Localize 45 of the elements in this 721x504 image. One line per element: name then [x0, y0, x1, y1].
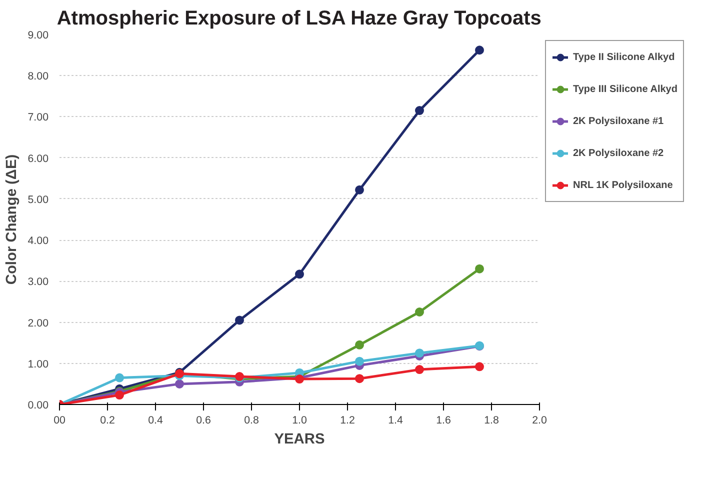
- point: [115, 390, 124, 400]
- x-tick-label: 0.4: [148, 414, 163, 426]
- point: [415, 106, 424, 116]
- y-tick-label: 0.00: [28, 400, 49, 412]
- y-tick-label: 2.00: [28, 317, 49, 330]
- y-tick-label: 8.00: [28, 70, 49, 83]
- point: [415, 365, 424, 374]
- point: [475, 46, 484, 55]
- point: [355, 340, 364, 350]
- y-tick-label: 7.00: [28, 112, 49, 124]
- chart-title: Atmospheric Exposure of LSA Haze Gray Topcoats: [56, 8, 542, 30]
- x-tick-label: 00: [54, 414, 66, 426]
- point: [415, 308, 424, 316]
- point: [115, 373, 124, 382]
- x-tick-label: 1.8: [484, 414, 499, 426]
- x-tick-label: 1.4: [388, 414, 403, 426]
- point: [175, 379, 184, 388]
- legend-label: Type III Silicone Alkyd: [573, 84, 678, 94]
- legend-label: 2K Polysiloxane #2: [573, 148, 664, 158]
- y-tick-label: 9.00: [28, 30, 49, 42]
- point: [295, 270, 304, 279]
- point: [475, 362, 484, 372]
- x-tick-label: 2.0: [532, 414, 547, 426]
- x-axis-title: YEARS: [274, 432, 325, 448]
- y-axis-title: Color Change (ΔE): [4, 154, 20, 285]
- y-tick-label: 5.00: [28, 194, 49, 206]
- point: [235, 316, 244, 325]
- y-tick-label: 6.00: [28, 152, 49, 165]
- x-tick-label: 0.6: [196, 414, 211, 426]
- point: [355, 356, 364, 366]
- x-tick-label: 1.2: [340, 414, 355, 426]
- y-tick-label: 1.00: [28, 358, 49, 370]
- point: [475, 264, 484, 274]
- point: [415, 348, 424, 358]
- y-tick-label: 3.00: [28, 276, 49, 288]
- point: [355, 374, 364, 384]
- x-tick-label: 1.0: [292, 414, 307, 426]
- point: [355, 185, 364, 194]
- x-tick-label: 0.8: [244, 414, 259, 426]
- legend-label: Type II Silicone Alkyd: [573, 52, 675, 62]
- legend-label: 2K Polysiloxane #1: [573, 116, 664, 126]
- x-tick-label: 1.6: [436, 414, 451, 426]
- x-tick-label: 0.2: [100, 414, 115, 426]
- y-tick-label: 4.00: [28, 235, 49, 248]
- legend-label: NRL 1K Polysiloxane: [573, 180, 673, 190]
